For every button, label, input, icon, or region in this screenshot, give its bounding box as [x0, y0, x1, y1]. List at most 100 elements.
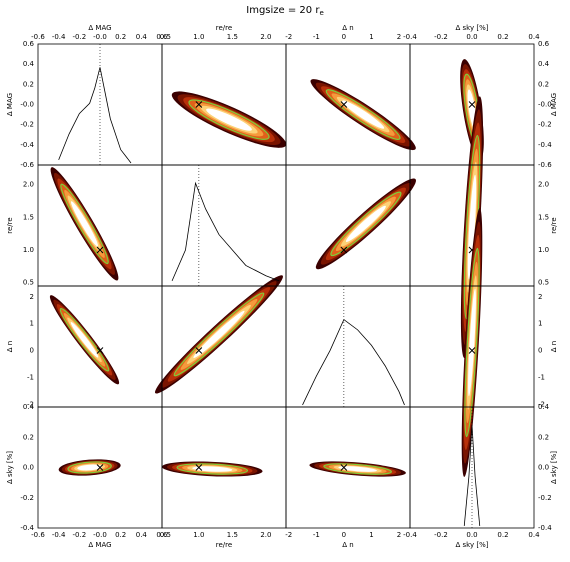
left-tick-dmag-1: -0.4	[20, 141, 34, 149]
top-tick-dn-0: -2	[285, 33, 292, 41]
density-contour	[464, 247, 480, 438]
left-tick-dn-2: 0	[30, 347, 34, 355]
right-label-re: re/re	[550, 217, 558, 233]
top-tick-dmag-6: 0.6	[156, 33, 168, 41]
left-tick-dmag-2: -0.2	[20, 121, 34, 129]
left-tick-dmag-4: 0.2	[23, 80, 34, 88]
density-level-6	[467, 174, 477, 280]
panel-grid: -0.6-0.6-0.6 -0.6-0.4-0.4-0.4 -0.4-0.2-0.2…	[6, 24, 558, 549]
right-tick-dmag-0: -0.6	[538, 161, 552, 169]
density-dn-re	[315, 178, 416, 270]
top-tick-dsky-0: -0.4	[403, 33, 417, 41]
input-marker-re-dsky	[195, 464, 203, 471]
bottom-label-dn: Δ n	[342, 541, 353, 549]
input-marker-dn-dsky	[340, 464, 348, 471]
right-label-dn: Δ n	[550, 341, 558, 352]
input-marker-dsky-dn	[468, 347, 476, 354]
top-tick-re-2: 1.5	[227, 33, 238, 41]
right-tick-dsky-0: -0.4	[538, 524, 552, 532]
right-tick-re-2: 1.5	[538, 213, 549, 221]
left-label-dsky: Δ sky [%]	[6, 451, 14, 484]
density-level-6	[338, 466, 377, 472]
bottom-tick-dn-4: 2	[397, 531, 401, 539]
density-re-dmag	[171, 91, 287, 148]
bottom-tick-dmag-6: 0.6	[156, 531, 168, 539]
density-contour	[323, 463, 393, 475]
histogram-re	[171, 181, 280, 282]
density-contour	[60, 183, 109, 265]
right-tick-dn-3: 1	[538, 320, 542, 328]
left-tick-dn-1: -1	[27, 373, 34, 381]
top-tick-dmag-1: -0.4	[52, 33, 66, 41]
top-tick-dmag-2: -0.2	[72, 33, 86, 41]
top-tick-dmag-5: 0.4	[136, 33, 148, 41]
top-tick-dmag-3: -0.0	[93, 33, 107, 41]
bottom-tick-re-1: 1.0	[193, 531, 204, 539]
panel-frame-1-1	[161, 164, 287, 287]
right-tick-dn-1: -1	[538, 373, 545, 381]
right-tick-dsky-1: -0.2	[538, 494, 552, 502]
top-tick-dn-2: 0	[342, 33, 346, 41]
right-tick-dmag-3: -0.0	[538, 101, 552, 109]
right-label-dmag: Δ MAG	[550, 93, 558, 116]
density-level-6	[342, 100, 385, 129]
density-level-6	[193, 310, 245, 359]
left-tick-re-0: 0.5	[23, 279, 34, 287]
top-tick-re-1: 1.0	[193, 33, 204, 41]
right-tick-dn-2: 0	[538, 347, 542, 355]
right-tick-dmag-4: 0.2	[538, 80, 549, 88]
histogram-dmag	[58, 67, 132, 164]
top-tick-dsky-3: 0.2	[497, 33, 508, 41]
bottom-label-re: re/re	[216, 541, 232, 549]
left-tick-dmag-3: -0.0	[20, 101, 34, 109]
input-marker-dmag-dsky	[96, 464, 104, 471]
top-tick-re-3: 2.0	[260, 33, 271, 41]
right-tick-dmag-5: 0.4	[538, 60, 550, 68]
bottom-tick-dsky-1: -0.2	[434, 531, 448, 539]
bottom-tick-dmag-2: -0.2	[72, 531, 86, 539]
density-dn-dsky	[309, 461, 406, 477]
input-marker-dmag-dn	[96, 347, 104, 354]
bottom-tick-dn-0: -2	[285, 531, 292, 539]
histogram-dn	[302, 318, 405, 406]
density-level-6	[206, 108, 252, 131]
panel-frame-2-1	[161, 285, 287, 408]
left-tick-dsky-2: 0.0	[23, 464, 34, 472]
right-tick-re-0: 0.5	[538, 279, 549, 287]
left-tick-dmag-6: 0.6	[23, 40, 35, 48]
density-level-6	[70, 321, 99, 358]
density-contour	[188, 99, 270, 140]
top-tick-dsky-1: -0.2	[434, 33, 448, 41]
bottom-tick-dmag-3: -0.0	[93, 531, 107, 539]
top-tick-dmag-0: -0.6	[31, 33, 45, 41]
bottom-tick-re-2: 1.5	[227, 531, 238, 539]
right-label-dsky: Δ sky [%]	[550, 451, 558, 484]
input-marker-dn-dmag	[340, 101, 348, 108]
density-dmag-dsky	[58, 459, 121, 476]
right-tick-dmag-1: -0.4	[538, 141, 552, 149]
left-label-dn: Δ n	[6, 341, 14, 352]
left-tick-dsky-3: 0.2	[23, 433, 34, 441]
input-marker-dn-re	[340, 246, 348, 254]
left-label-re: re/re	[6, 217, 14, 233]
density-contour	[67, 461, 112, 474]
panel-frame-3-3	[409, 406, 535, 529]
right-tick-re-1: 1.0	[538, 246, 549, 254]
input-marker-re-dn	[195, 347, 203, 354]
top-label-re: re/re	[216, 24, 232, 32]
bottom-tick-dsky-4: 0.4	[528, 531, 540, 539]
top-label-dsky: Δ sky [%]	[456, 24, 489, 32]
density-dmag-re	[50, 167, 119, 281]
left-label-dmag: Δ MAG	[6, 93, 14, 116]
density-contour	[173, 292, 265, 377]
right-tick-dsky-4: 0.4	[538, 403, 550, 411]
top-label-dn: Δ n	[342, 24, 353, 32]
top-tick-dn-3: 1	[369, 33, 373, 41]
left-tick-dn-0: -2	[27, 400, 34, 408]
density-dmag-dn	[49, 295, 120, 385]
bottom-tick-dn-2: 0	[342, 531, 346, 539]
density-dn-dmag	[310, 79, 416, 151]
density-level-6	[71, 201, 98, 247]
left-tick-dmag-5: 0.4	[23, 60, 35, 68]
